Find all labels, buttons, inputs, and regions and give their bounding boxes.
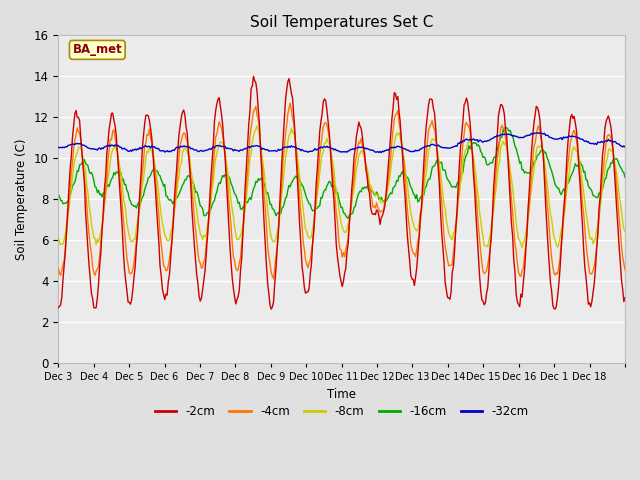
Text: BA_met: BA_met	[72, 43, 122, 56]
X-axis label: Time: Time	[327, 388, 356, 401]
Title: Soil Temperatures Set C: Soil Temperatures Set C	[250, 15, 433, 30]
Legend: -2cm, -4cm, -8cm, -16cm, -32cm: -2cm, -4cm, -8cm, -16cm, -32cm	[150, 401, 533, 423]
Y-axis label: Soil Temperature (C): Soil Temperature (C)	[15, 139, 28, 260]
